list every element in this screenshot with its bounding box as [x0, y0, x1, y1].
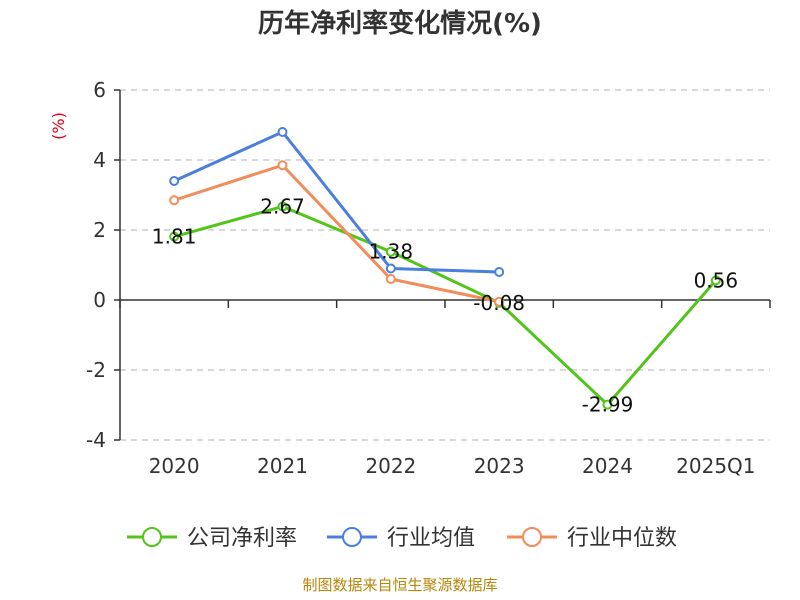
data-label: -2.99	[582, 393, 634, 417]
data-point	[169, 176, 180, 186]
y-unit-label: (%)	[49, 112, 68, 140]
legend-label: 行业中位数	[567, 526, 677, 551]
y-tick-label: 2	[93, 218, 106, 242]
x-tick-label: 2025Q1	[676, 454, 755, 478]
y-tick-label: -2	[86, 358, 106, 382]
series-line	[173, 163, 500, 304]
legend-item: 行业中位数	[507, 526, 677, 551]
legend-marker	[522, 527, 542, 547]
y-tick-label: 6	[93, 78, 106, 102]
series-line	[173, 205, 717, 407]
data-point	[494, 296, 505, 307]
data-point	[277, 201, 288, 212]
y-tick-label: 4	[93, 148, 106, 172]
x-tick-label: 2022	[365, 454, 416, 478]
data-point	[277, 127, 288, 137]
data-label: 2.67	[260, 195, 305, 219]
legend-marker	[142, 527, 162, 547]
legend-item: 公司净利率	[127, 526, 297, 551]
data-labels-layer: 1.81 2.67 1.38 -0.08 -2.99 0.56	[152, 195, 738, 417]
data-point	[169, 231, 180, 242]
x-tick-label: 2021	[257, 454, 308, 478]
data-point	[385, 274, 396, 284]
y-tick-label: 0	[93, 288, 106, 312]
data-point	[277, 160, 288, 171]
data-label: 1.81	[152, 225, 197, 249]
series-layer	[169, 127, 721, 410]
legend-marker	[342, 527, 362, 547]
data-point	[710, 275, 721, 286]
source-note: 制图数据来自恒生聚源数据库	[302, 576, 497, 594]
legend-item: 行业均值	[327, 526, 475, 551]
x-tick-label: 2020	[149, 454, 200, 478]
grid-layer	[120, 89, 770, 441]
series-line	[173, 130, 500, 274]
data-label: 1.38	[369, 240, 414, 264]
x-tick-label: 2023	[474, 454, 525, 478]
data-label: 0.56	[694, 268, 739, 292]
data-point	[385, 246, 396, 257]
chart-title: 历年净利率变化情况(%)	[258, 8, 542, 39]
x-tick-label: 2024	[582, 454, 633, 478]
data-point	[494, 267, 505, 277]
y-tick-label: -4	[86, 428, 106, 452]
data-label: -0.08	[473, 291, 525, 315]
legend-label: 公司净利率	[187, 526, 297, 551]
data-point	[602, 399, 613, 410]
data-point	[169, 195, 180, 206]
legend: 公司净利率 行业均值 行业中位数	[127, 526, 677, 551]
axis-layer: -4 -2 0 2 4 6 2020 2021 2022 2023 2024 2025Q1	[86, 78, 771, 478]
data-point	[385, 263, 396, 274]
legend-label: 行业均值	[387, 526, 475, 551]
